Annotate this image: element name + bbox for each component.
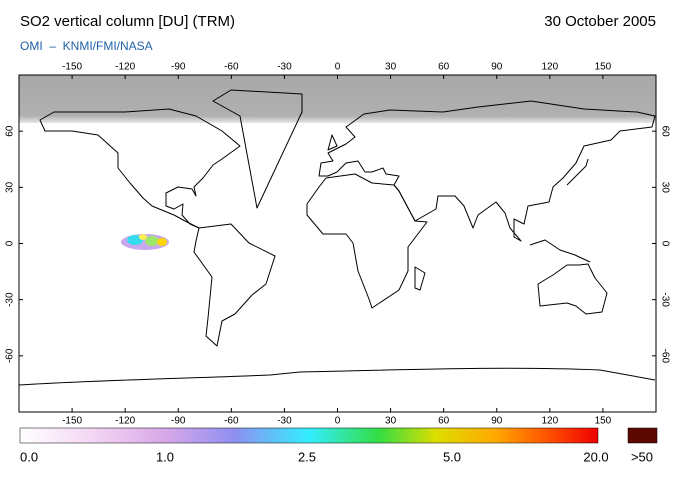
lon-tick-label: -60: [224, 416, 239, 427]
lon-tick-label: -30: [277, 416, 292, 427]
date: 30 October 2005: [544, 13, 656, 30]
map: [18, 74, 657, 413]
credit: OMI – KNMI/FMI/NASA: [20, 39, 153, 53]
lon-tick-label: 120: [541, 62, 558, 73]
lat-tick-label: 30: [659, 182, 670, 194]
lat-tick-label: 0: [5, 240, 16, 246]
lat-tick-label: 60: [5, 125, 16, 137]
title: SO2 vertical column [DU] (TRM): [20, 13, 235, 30]
lon-tick-label: 150: [595, 62, 612, 73]
lon-tick-label: -30: [277, 62, 292, 73]
lon-tick-label: 60: [438, 62, 450, 73]
colorbar: >50: [19, 427, 658, 464]
lat-tick-label: 60: [659, 126, 670, 138]
lon-tick-label: -150: [62, 62, 82, 73]
lon-tick-label: 90: [491, 62, 503, 73]
lon-tick-label: 60: [438, 416, 450, 427]
lon-tick-label: 0: [335, 416, 341, 427]
lon-tick-label: -90: [171, 62, 186, 73]
lon-tick-label: 0: [335, 62, 341, 73]
colorbar-label: 0.0: [20, 449, 38, 464]
lon-tick-label: 30: [385, 416, 397, 427]
lon-tick-label: 30: [385, 62, 397, 73]
lat-tick-label: 0: [659, 241, 670, 247]
lon-tick-label: -90: [171, 416, 186, 427]
lat-tick-label: -30: [5, 292, 16, 307]
lon-tick-label: 120: [541, 416, 558, 427]
colorbar-gradient: [19, 427, 599, 444]
lat-tick-label: 30: [5, 181, 16, 193]
so2-plume: [121, 234, 169, 250]
lon-tick-label: -120: [115, 62, 135, 73]
lon-tick-label: -120: [115, 416, 135, 427]
colorbar-label: 2.5: [298, 449, 316, 464]
colorbar-label: 5.0: [443, 449, 461, 464]
coastlines: [18, 89, 656, 386]
lon-tick-label: 150: [595, 416, 612, 427]
lat-tick-label: -60: [5, 348, 16, 363]
polar-night: [19, 75, 656, 123]
colorbar-overflow: [627, 427, 658, 444]
lon-tick-label: 90: [491, 416, 503, 427]
lat-tick-label: -60: [659, 349, 670, 364]
overflow-label: >50: [631, 449, 653, 464]
lat-tick-label: -30: [659, 292, 670, 307]
lon-tick-label: -150: [62, 416, 82, 427]
colorbar-label: 1.0: [156, 449, 174, 464]
colorbar-label: 20.0: [583, 449, 608, 464]
map-background: [19, 75, 656, 412]
lon-tick-label: -60: [224, 62, 239, 73]
